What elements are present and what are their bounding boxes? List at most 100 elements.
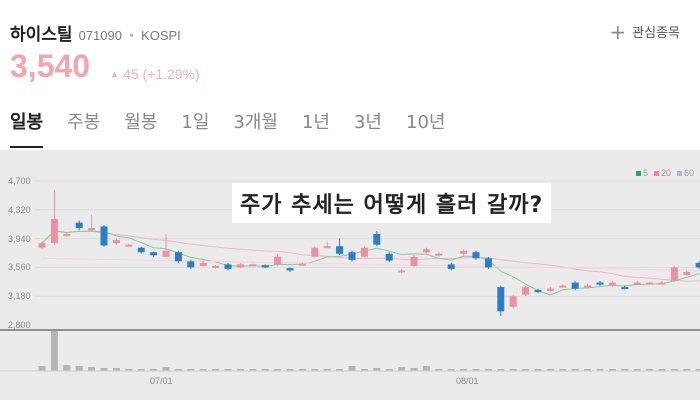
volume-bar: [621, 369, 629, 371]
volume-bar: [472, 369, 480, 371]
candle-body: [398, 270, 406, 273]
candle-body: [125, 244, 133, 247]
candle-body: [174, 252, 182, 262]
x-tick-label: 07/01: [150, 376, 173, 386]
ma20-line: [41, 230, 700, 282]
tab-3months[interactable]: 3개월: [233, 112, 278, 133]
y-tick-label: 3,560: [8, 262, 31, 272]
volume-bar: [212, 369, 220, 371]
candle-body: [460, 250, 468, 254]
candle-body: [150, 252, 158, 256]
stock-header: 하이스틸 071090 • KOSPI: [10, 20, 181, 45]
y-tick-label: 3,180: [8, 291, 31, 301]
volume-bar: [50, 331, 58, 371]
volume-bar: [385, 369, 393, 371]
candle-body: [298, 263, 306, 266]
volume-bar: [460, 369, 468, 371]
candle-body: [670, 267, 678, 282]
candle-body: [348, 252, 356, 260]
stock-name: 하이스틸: [10, 25, 73, 45]
candle-body: [435, 253, 443, 256]
candle-body: [236, 264, 244, 268]
y-tick-label: 3,940: [8, 234, 31, 244]
change-percent: (+1.29%): [142, 66, 200, 82]
candle-body: [484, 258, 492, 268]
volume-bar: [670, 369, 678, 371]
candle-body: [261, 265, 269, 268]
y-tick-label: 2,800: [8, 320, 31, 330]
legend-item-60: 60: [676, 168, 694, 178]
candle-body: [224, 264, 232, 269]
volume-bar: [447, 369, 455, 371]
plus-icon: +: [609, 19, 627, 44]
volume-bar: [360, 369, 368, 371]
candle-body: [385, 253, 393, 261]
candle-body: [608, 282, 616, 286]
candle-body: [472, 252, 480, 259]
tab-10years[interactable]: 10년: [406, 112, 446, 133]
tab-daily[interactable]: 일봉: [10, 108, 44, 148]
volume-bar: [658, 369, 666, 371]
separator-dot: •: [127, 29, 136, 43]
candle-body: [336, 246, 344, 254]
ma60-line: [41, 257, 700, 271]
volume-bar: [522, 369, 530, 371]
volume-bar: [88, 367, 96, 371]
tab-3years[interactable]: 3년: [353, 112, 382, 133]
volume-bar: [112, 368, 120, 371]
candle-body: [373, 234, 381, 245]
candle-body: [162, 250, 170, 257]
volume-bar: [298, 369, 306, 371]
volume-bar: [633, 369, 641, 371]
legend-item-20: 20: [653, 168, 671, 178]
volume-bar: [398, 367, 406, 371]
volume-bar: [497, 369, 505, 371]
volume-bar: [683, 369, 691, 371]
candle-body: [311, 247, 319, 257]
candle-body: [100, 226, 108, 246]
volume-bar: [249, 369, 257, 371]
volume-bar: [422, 366, 430, 371]
candle-body: [596, 282, 604, 285]
tab-1year[interactable]: 1년: [301, 112, 330, 133]
volume-bar: [150, 369, 158, 371]
volume-bar: [695, 369, 700, 371]
volume-bar: [546, 369, 554, 371]
tab-monthly[interactable]: 월봉: [124, 112, 158, 133]
stock-code: 071090: [78, 28, 122, 43]
candlestick-chart: [0, 180, 700, 372]
tab-weekly[interactable]: 주봉: [67, 112, 101, 133]
legend-item-5: 5: [635, 168, 648, 178]
ma5-line: [41, 230, 700, 296]
volume-bar: [274, 369, 282, 371]
volume-bar: [646, 369, 654, 371]
volume-bar: [162, 367, 170, 371]
candle-body: [75, 222, 83, 228]
volume-bar: [63, 365, 71, 371]
candle-body: [522, 287, 530, 295]
candle-body: [534, 290, 542, 293]
volume-bar: [125, 369, 133, 371]
volume-bar: [100, 368, 108, 371]
volume-bar: [38, 366, 46, 371]
candle-body: [323, 246, 331, 249]
watchlist-button[interactable]: + 관심종목: [609, 19, 680, 44]
volume-bar: [75, 366, 83, 371]
volume-bar: [199, 369, 207, 371]
volume-bar: [286, 369, 294, 371]
current-price: 3,540: [10, 48, 91, 84]
market-name: KOSPI: [141, 28, 181, 43]
candle-body: [199, 262, 207, 266]
volume-bar: [137, 369, 145, 371]
volume-bar: [410, 368, 418, 371]
price-change: ▲ 45 (+1.29%): [110, 66, 200, 82]
candle-body: [695, 262, 700, 268]
volume-bar: [323, 369, 331, 371]
volume-bar: [608, 369, 616, 371]
volume-bar: [484, 369, 492, 371]
candle-body: [633, 282, 641, 285]
candle-body: [410, 256, 418, 266]
tab-1day[interactable]: 1일: [181, 112, 210, 133]
candle-body: [621, 287, 629, 290]
volume-bar: [435, 369, 443, 371]
